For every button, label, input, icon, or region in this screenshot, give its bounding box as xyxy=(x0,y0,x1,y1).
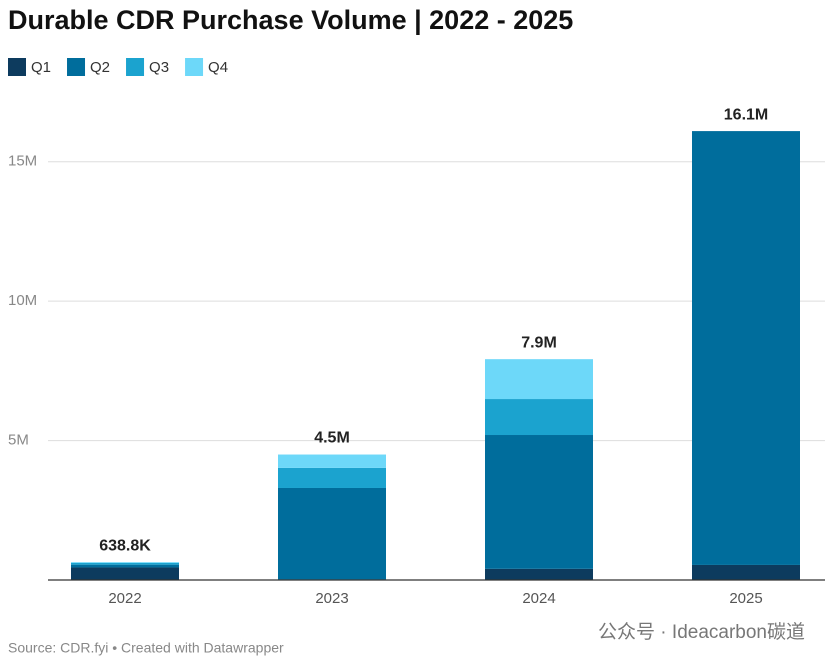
y-tick-label: 15M xyxy=(8,153,37,170)
bar-segment xyxy=(485,435,593,569)
bar-segment xyxy=(485,399,593,436)
total-label: 16.1M xyxy=(724,106,768,123)
bar-segment xyxy=(278,467,386,488)
bar-segment xyxy=(71,567,179,580)
legend-label: Q3 xyxy=(149,59,169,76)
y-tick-label: 10M xyxy=(8,292,37,309)
x-tick-label: 2022 xyxy=(108,590,141,607)
legend-swatch xyxy=(185,58,204,76)
x-tick-label: 2023 xyxy=(315,590,348,607)
bar-segment xyxy=(278,487,386,580)
plot-area: 5M 10M 15M 638.8K 2022 4.5M 2023 7.9M 2024 16.1M 2… xyxy=(8,106,825,607)
bar-segment xyxy=(692,564,800,580)
legend-swatch xyxy=(67,58,86,76)
bar-segment xyxy=(692,131,800,565)
legend-label: Q1 xyxy=(31,59,51,76)
bar-segment xyxy=(71,562,179,565)
y-tick-label: 5M xyxy=(8,432,29,449)
total-label: 4.5M xyxy=(314,430,350,447)
watermark: 公众号 · Ideacarbon碳道 xyxy=(598,621,805,643)
bar-segment xyxy=(71,562,179,563)
bar-segment xyxy=(485,568,593,580)
legend-swatch xyxy=(126,58,145,76)
legend-label: Q4 xyxy=(208,59,228,76)
bar-segment xyxy=(71,564,179,568)
x-tick-label: 2024 xyxy=(522,590,555,607)
source: Source: CDR.fyi • Created with Datawrapp… xyxy=(8,640,284,656)
legend: Q1 Q2 Q3 Q4 xyxy=(8,58,228,76)
legend-label: Q2 xyxy=(90,59,110,76)
legend-swatch xyxy=(8,58,26,76)
bar-segment xyxy=(485,359,593,400)
bar-segment xyxy=(278,454,386,468)
total-label: 7.9M xyxy=(521,334,557,351)
total-label: 638.8K xyxy=(99,537,151,554)
chart-title: Durable CDR Purchase Volume | 2022 - 202… xyxy=(8,5,573,35)
x-tick-label: 2025 xyxy=(729,590,762,607)
